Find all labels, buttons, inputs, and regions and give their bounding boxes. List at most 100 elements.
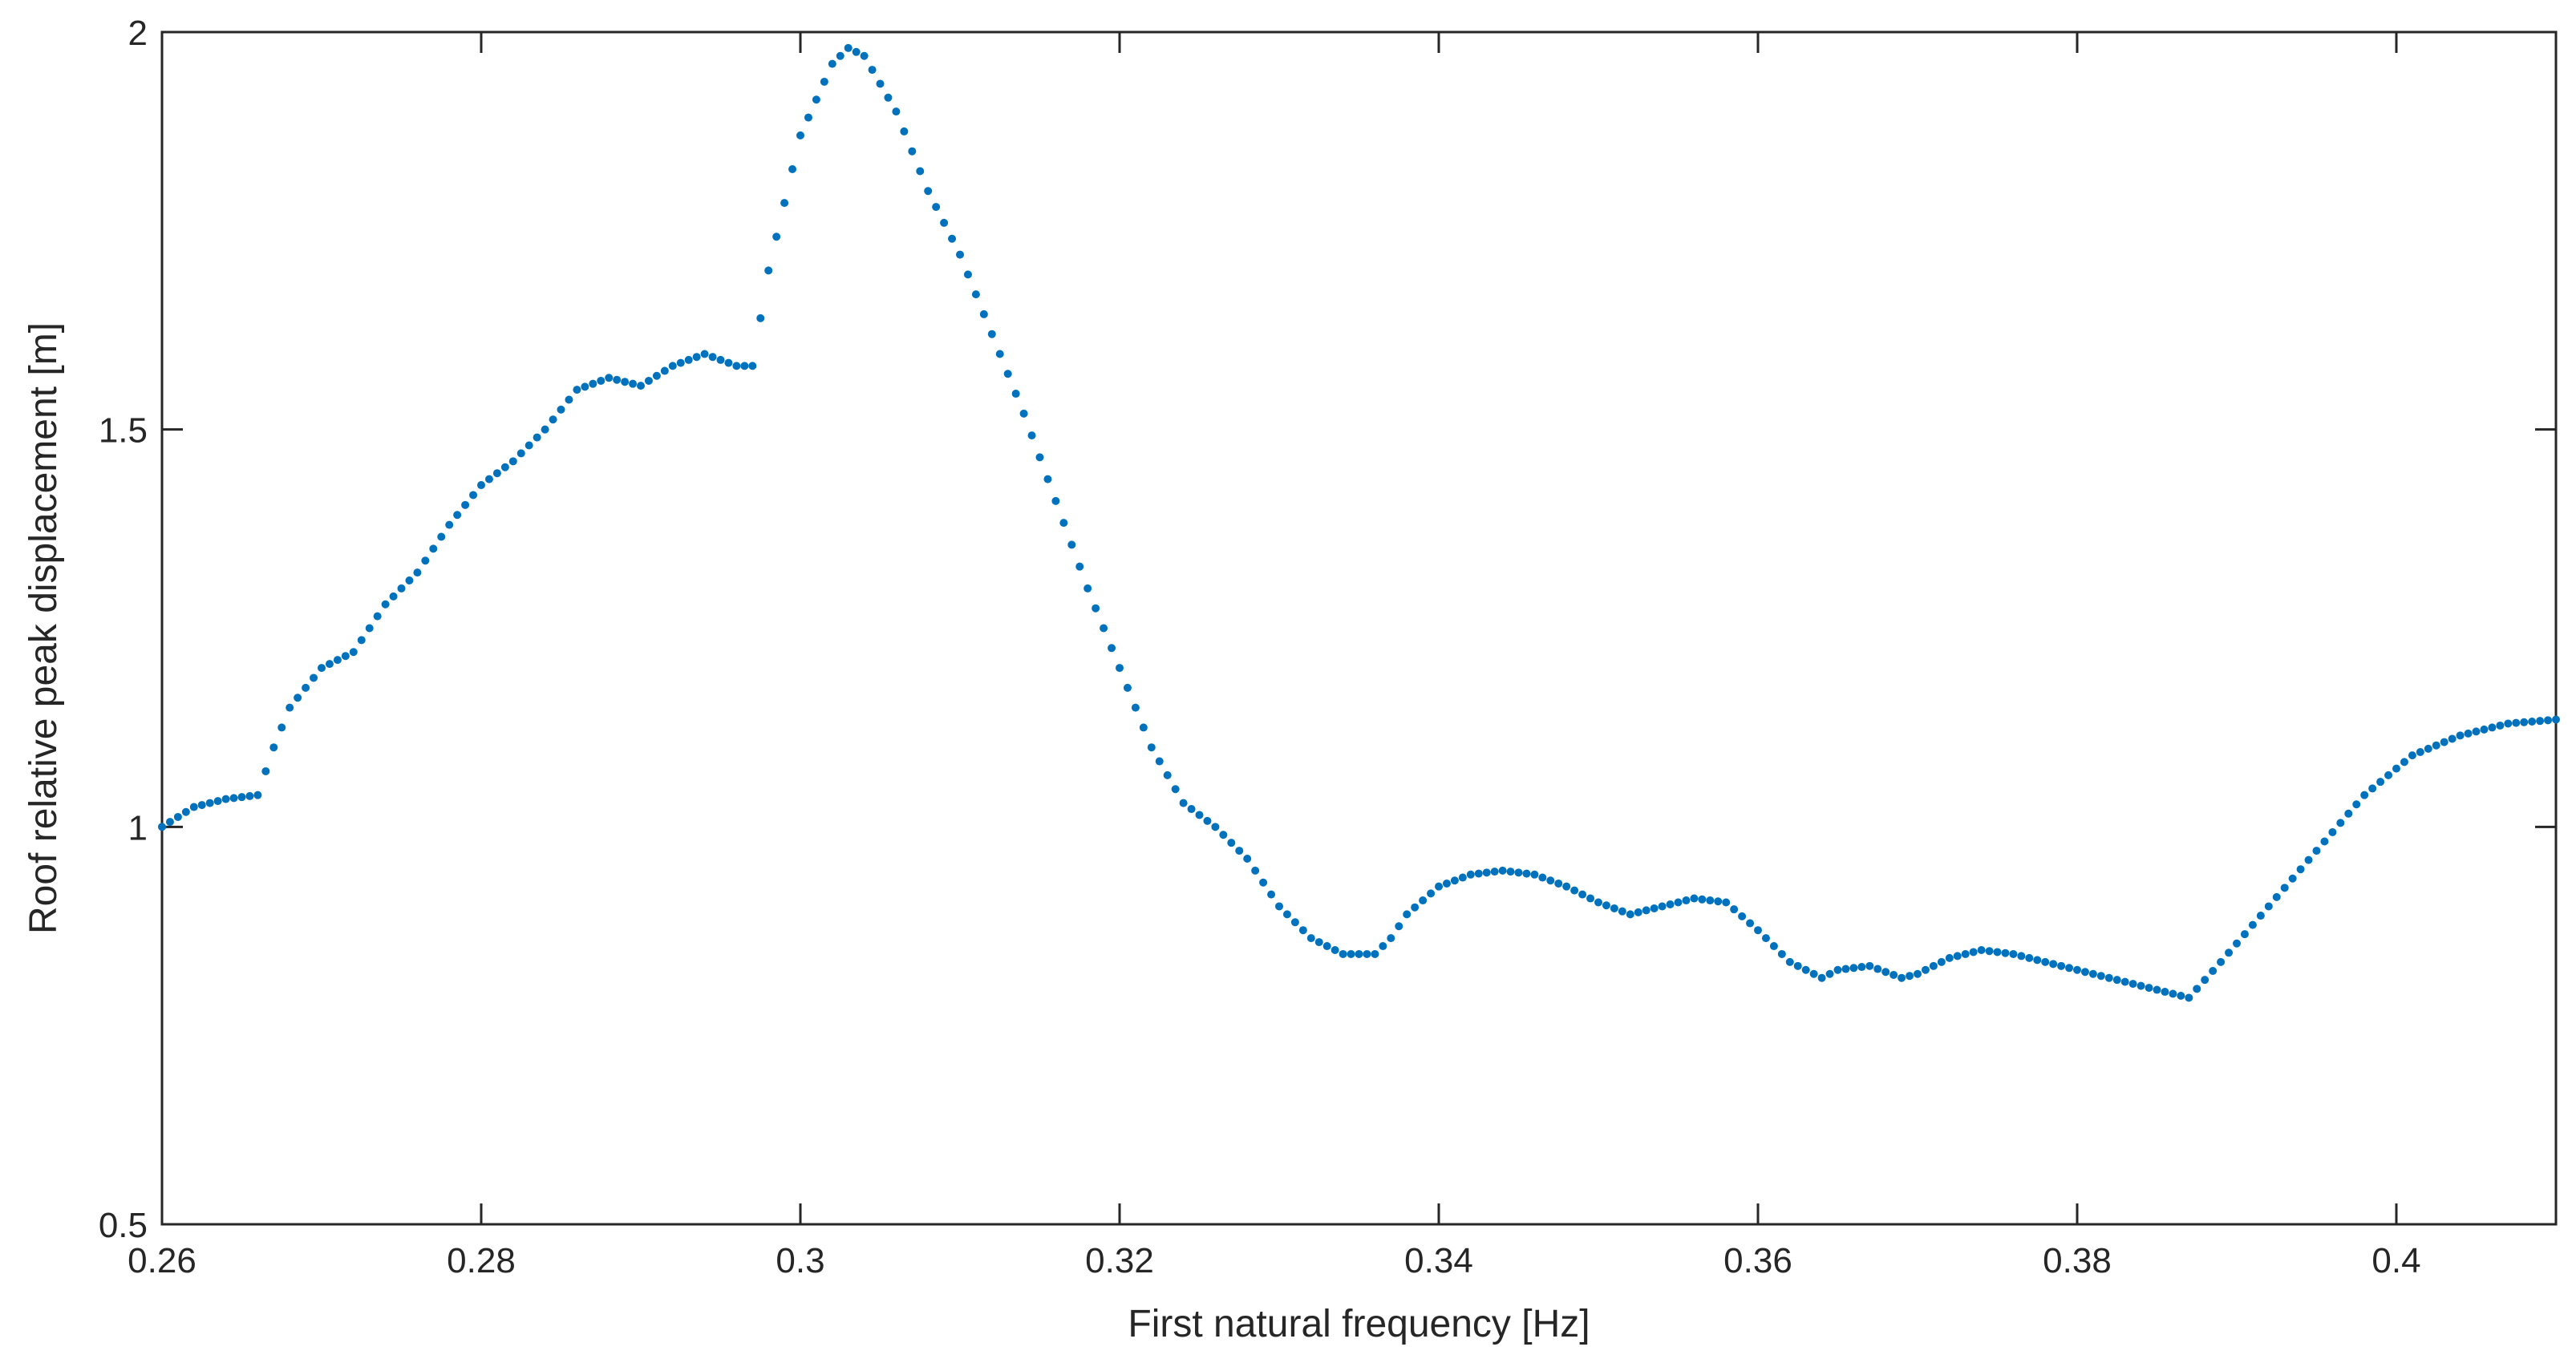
data-point	[1147, 743, 1156, 752]
y-tick-label: 0.5	[99, 1206, 148, 1245]
data-point	[341, 652, 350, 661]
data-point	[868, 66, 877, 75]
data-point	[1562, 882, 1571, 891]
data-point	[2488, 723, 2497, 732]
data-point	[1339, 949, 1347, 958]
data-point	[2472, 727, 2481, 736]
data-point	[613, 375, 622, 384]
data-point	[2296, 865, 2305, 874]
data-point	[1155, 757, 1164, 766]
data-point	[2233, 939, 2241, 948]
data-point	[2440, 738, 2448, 746]
data-point	[684, 355, 693, 364]
data-point	[253, 791, 262, 799]
data-point	[780, 199, 789, 208]
data-point	[1714, 897, 1723, 906]
data-point	[365, 624, 374, 633]
data-point	[1538, 873, 1547, 882]
data-point	[158, 823, 166, 831]
data-point	[405, 576, 414, 585]
data-point	[1116, 664, 1124, 673]
data-point	[221, 795, 230, 803]
data-point	[1259, 878, 1268, 887]
data-point	[381, 600, 390, 609]
data-point	[1514, 868, 1523, 877]
data-point	[1314, 938, 1323, 947]
data-point	[860, 51, 869, 60]
data-point	[389, 592, 398, 601]
data-point	[2185, 993, 2193, 1002]
data-point	[173, 812, 182, 821]
data-point	[1371, 949, 1379, 958]
x-tick-label: 0.3	[776, 1241, 824, 1280]
data-point	[963, 270, 972, 279]
data-point	[261, 766, 270, 775]
data-point	[1578, 890, 1587, 899]
data-point	[1522, 869, 1531, 878]
data-point	[900, 127, 909, 135]
data-point	[2177, 991, 2185, 1000]
data-point	[2392, 764, 2400, 773]
data-point	[2145, 984, 2153, 993]
data-point	[1666, 900, 1675, 908]
data-point	[1275, 902, 1283, 911]
data-point	[245, 791, 254, 800]
data-point	[1554, 879, 1563, 888]
data-point	[573, 386, 581, 394]
data-point	[549, 415, 557, 424]
data-point	[1873, 965, 1882, 973]
data-point	[597, 376, 606, 385]
data-point	[2376, 778, 2385, 787]
data-point	[2504, 719, 2513, 728]
data-point	[956, 250, 964, 259]
data-point	[277, 723, 286, 732]
data-point	[1889, 970, 1898, 979]
data-point	[2088, 969, 2097, 978]
data-point	[732, 362, 741, 370]
data-point	[644, 376, 653, 385]
data-point	[1187, 805, 1196, 814]
data-point	[1618, 907, 1626, 916]
data-point	[1395, 922, 1403, 931]
data-point	[492, 469, 501, 478]
data-point	[2240, 930, 2249, 939]
data-point	[1857, 963, 1866, 972]
x-tick-label: 0.4	[2371, 1241, 2420, 1280]
data-point	[1746, 919, 1755, 928]
data-point	[884, 93, 893, 102]
data-point	[1019, 409, 1028, 418]
data-point	[1108, 644, 1116, 653]
data-point	[2448, 734, 2457, 743]
data-point	[788, 165, 797, 173]
data-point	[2217, 957, 2226, 966]
data-point	[2041, 957, 2050, 966]
data-point	[2288, 874, 2297, 883]
data-point	[373, 612, 382, 621]
data-point	[1450, 876, 1459, 885]
data-point	[1427, 889, 1436, 898]
data-point	[772, 233, 781, 241]
data-point	[269, 743, 278, 752]
data-point	[533, 433, 541, 442]
data-point	[716, 355, 725, 364]
data-point	[1793, 961, 1802, 970]
data-point	[2536, 717, 2545, 726]
data-point	[1211, 823, 1220, 831]
data-point	[2264, 902, 2273, 911]
data-point	[2137, 981, 2145, 990]
data-point	[1809, 969, 1818, 978]
data-point	[1282, 910, 1291, 919]
data-point	[892, 107, 901, 116]
data-point	[1682, 896, 1691, 905]
data-point	[541, 425, 549, 434]
data-point	[995, 350, 1004, 358]
data-point	[1059, 519, 1068, 528]
data-point	[2496, 721, 2505, 730]
data-point	[1674, 898, 1683, 907]
data-point	[2025, 953, 2034, 962]
data-point	[294, 694, 302, 702]
data-point	[844, 43, 853, 52]
data-point	[2304, 855, 2313, 864]
data-point	[2096, 972, 2105, 981]
data-point	[437, 532, 446, 541]
